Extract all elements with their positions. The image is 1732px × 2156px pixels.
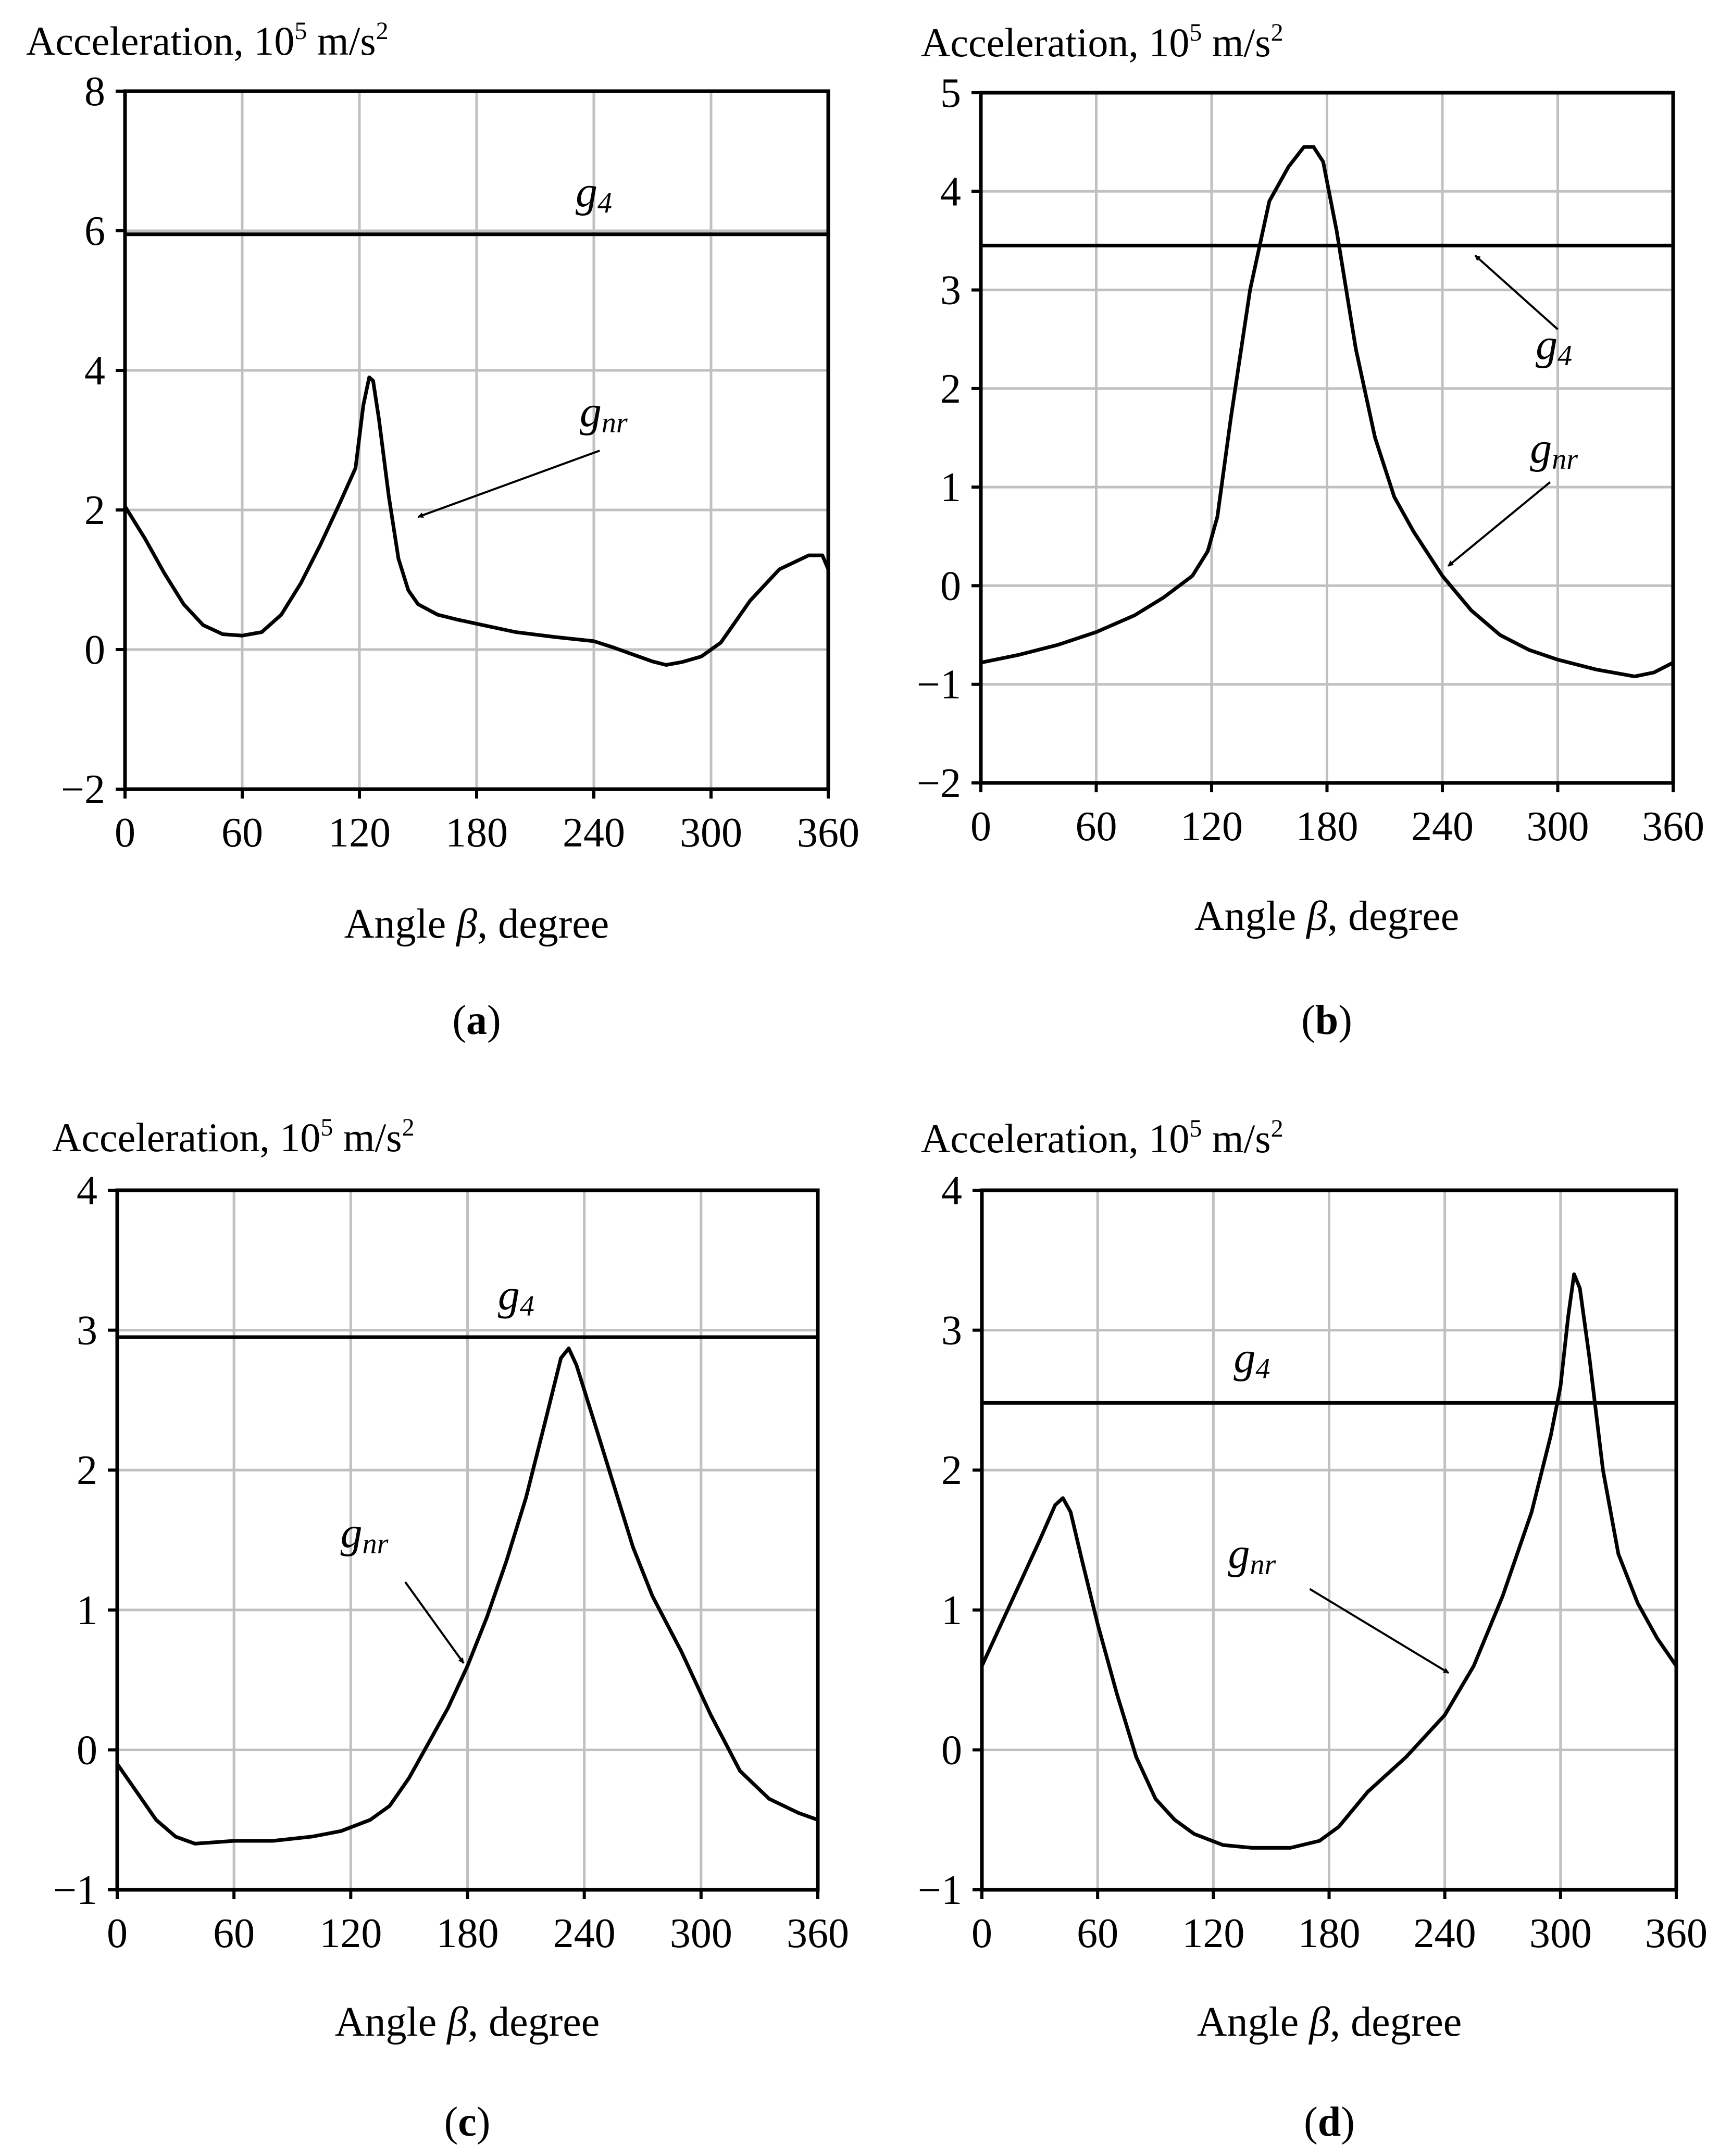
annotation-arrow-gnr [417,450,600,518]
series-label-g4: g4 [1233,1334,1270,1385]
y-tick-label-5: 4 [77,1168,97,1214]
annotation-arrow-gnr [404,1581,465,1664]
x-tick-label-2: 120 [319,1911,382,1956]
y-tick-label-1: 0 [84,627,105,673]
y-axis-title: Acceleration, 105 m/s2 [921,19,1284,65]
y-tick-label-1: 0 [77,1727,97,1773]
y-axis-title: Acceleration, 105 m/s2 [26,17,389,64]
y-tick-label-2: 2 [84,488,105,533]
x-tick-label-3: 180 [1298,1911,1361,1956]
x-tick-label-5: 300 [680,810,742,856]
series-label-gnr: gnr [341,1509,389,1560]
annotation-arrow-g4 [1474,254,1559,330]
x-tick-label-1: 60 [1077,1911,1118,1956]
y-tick-label-3: 4 [84,348,105,394]
x-tick-label-1: 60 [221,810,263,856]
panel-label: (c) [444,2099,491,2145]
chart-panel-b: 0 60 120 180 240 300 360 −2 −1 0 1 2 3 4 5 Acceleration… [917,19,1704,1043]
y-tick-label-4: 3 [77,1308,97,1354]
annotation-arrow-gnr [1309,1588,1450,1674]
series-line-gnr [115,1347,820,1846]
series-label-gnr: gnr [580,388,628,439]
series-label-g4: g4 [498,1270,534,1322]
x-tick-label-2: 120 [328,810,391,856]
y-tick-label-2: 1 [941,1588,962,1634]
x-tick-label-4: 240 [553,1911,616,1956]
x-tick-label-3: 180 [1296,804,1359,850]
y-tick-label-3: 2 [77,1448,97,1493]
y-tick-label-0: −2 [917,761,961,806]
x-tick-label-3: 180 [437,1911,499,1956]
y-tick-label-2: 0 [940,563,961,609]
x-tick-label-2: 120 [1180,804,1243,850]
x-axis-title: Angle β, degree [335,1999,600,2045]
y-tick-label-5: 8 [84,69,105,115]
x-tick-label-0: 0 [107,1911,128,1956]
x-tick-label-6: 360 [787,1911,849,1956]
x-tick-label-4: 240 [563,810,625,856]
x-tick-label-4: 240 [1411,804,1474,850]
series-line-gnr [123,375,830,667]
x-axis-title: Angle β, degree [344,901,609,947]
y-tick-label-4: 2 [940,366,961,412]
annotation-arrow-gnr [1447,481,1551,567]
series-label-g4: g4 [1536,320,1572,372]
y-tick-label-4: 3 [941,1308,962,1354]
y-tick-label-3: 1 [940,465,961,510]
series-label-gnr: gnr [1228,1529,1276,1581]
panel-label: (d) [1304,2099,1355,2145]
series-label-gnr: gnr [1530,424,1578,476]
x-tick-label-5: 300 [1527,804,1589,850]
x-tick-label-6: 360 [1642,804,1704,850]
y-tick-label-7: 5 [940,70,961,116]
y-tick-label-5: 4 [941,1168,962,1214]
x-tick-label-0: 0 [970,804,991,850]
y-tick-label-1: 0 [941,1727,962,1773]
y-tick-label-1: −1 [917,662,961,708]
x-tick-label-0: 0 [115,810,135,856]
y-tick-label-2: 1 [77,1588,97,1634]
x-tick-label-2: 120 [1182,1911,1244,1956]
x-tick-label-1: 60 [1076,804,1117,850]
x-tick-label-5: 300 [1529,1911,1592,1956]
x-axis-title: Angle β, degree [1197,1999,1462,2045]
x-axis-title: Angle β, degree [1194,893,1460,939]
y-tick-label-0: −1 [918,1867,962,1913]
y-tick-label-3: 2 [941,1448,962,1493]
y-tick-label-0: −1 [53,1867,97,1913]
series-line-gnr [980,1272,1678,1850]
y-tick-label-6: 4 [940,169,961,215]
panel-label: (a) [452,998,501,1043]
x-tick-label-6: 360 [1645,1911,1708,1956]
x-tick-label-1: 60 [213,1911,255,1956]
series-line-gnr [979,145,1675,679]
x-tick-label-6: 360 [797,810,859,856]
panel-label: (b) [1301,998,1352,1043]
y-tick-label-0: −2 [61,767,105,813]
series-label-g4: g4 [576,168,612,219]
x-tick-label-5: 300 [670,1911,732,1956]
y-axis-title: Acceleration, 105 m/s2 [921,1115,1284,1161]
y-tick-label-4: 6 [84,208,105,254]
x-tick-label-0: 0 [971,1911,992,1956]
y-tick-label-5: 3 [940,268,961,314]
y-axis-title: Acceleration, 105 m/s2 [52,1114,415,1160]
x-tick-label-3: 180 [445,810,508,856]
x-tick-label-4: 240 [1414,1911,1476,1956]
